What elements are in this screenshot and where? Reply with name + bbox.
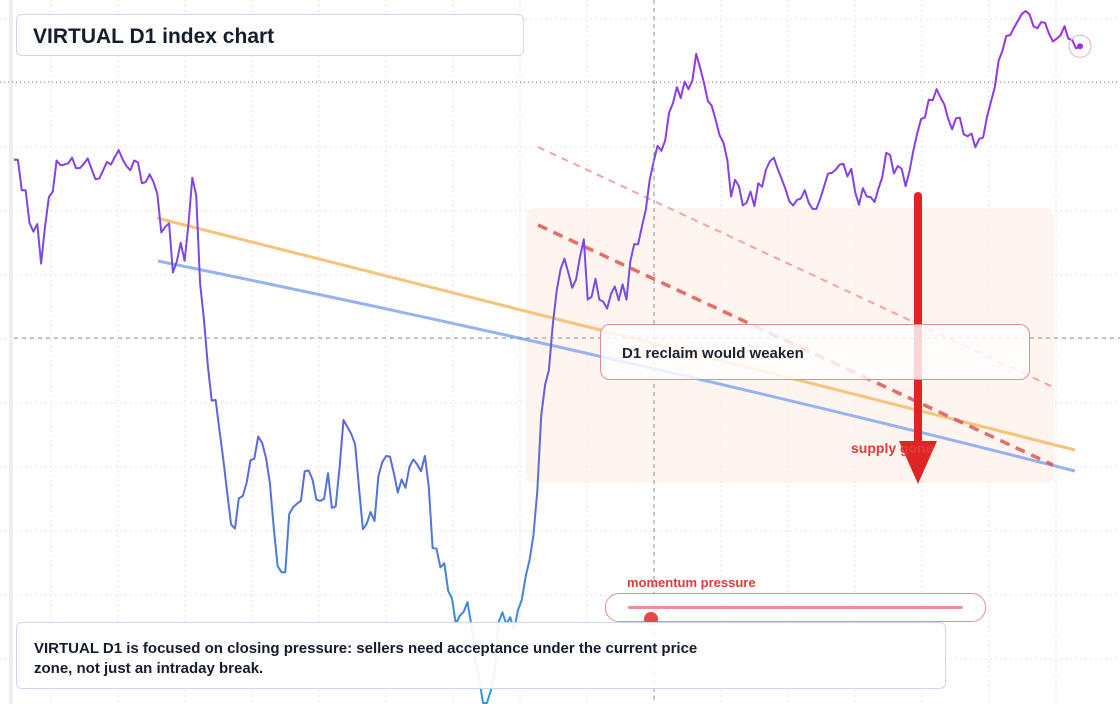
momentum-slider-track xyxy=(628,606,963,626)
left-edge-bar xyxy=(9,0,13,704)
down-arrow-head xyxy=(899,441,937,484)
last-point-dot xyxy=(1077,43,1083,50)
last-point-ring xyxy=(1068,34,1092,58)
supply-zone-label: supply gone xyxy=(851,440,934,456)
chart-title-box: VIRTUAL D1 index chart xyxy=(16,14,524,56)
price-line xyxy=(14,10,1081,704)
price-series xyxy=(14,10,1081,704)
reclaim-annotation-box: D1 reclaim would weaken xyxy=(600,324,1030,380)
chart-title: VIRTUAL D1 index chart xyxy=(33,25,275,48)
momentum-slider[interactable] xyxy=(605,593,986,626)
caption-text: VIRTUAL D1 is focused on closing pressur… xyxy=(34,640,698,677)
channel-lower-line xyxy=(537,223,1054,467)
momentum-label: momentum pressure xyxy=(627,575,756,590)
reclaim-annotation-label: D1 reclaim would weaken xyxy=(622,345,804,362)
caption-box: VIRTUAL D1 is focused on closing pressur… xyxy=(16,622,946,689)
